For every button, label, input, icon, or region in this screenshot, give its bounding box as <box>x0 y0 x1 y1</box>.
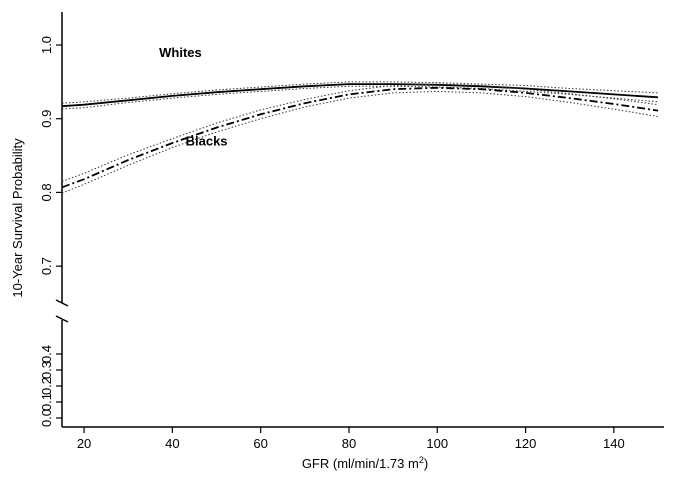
x-tick-label: 40 <box>165 436 179 451</box>
y-tick-label: 0.8 <box>39 183 54 201</box>
line-whites <box>61 83 659 108</box>
ci-lower-blacks <box>61 90 659 194</box>
x-tick-label: 20 <box>77 436 91 451</box>
y-tick-label: 0.7 <box>39 257 54 275</box>
y-tick-label: 1.0 <box>39 36 54 54</box>
x-axis-title: GFR (ml/min/1.73 m2) <box>302 455 428 471</box>
label-whites: Whites <box>159 45 202 60</box>
x-axis-title-close: ) <box>424 456 428 471</box>
y-tick-label: 0.9 <box>39 110 54 128</box>
x-tick-label: 100 <box>426 436 448 451</box>
y-axis-title: 10-Year Survival Probability <box>10 138 25 298</box>
y-tick-label: 0.1 <box>39 393 54 411</box>
ci-upper-blacks <box>61 83 659 182</box>
label-blacks: Blacks <box>186 133 228 148</box>
line-blacks <box>61 86 659 189</box>
y-tick-label: 0.3 <box>39 361 54 379</box>
x-tick-label: 60 <box>253 436 267 451</box>
axis-break-upper <box>55 299 69 307</box>
axis-break-lower <box>55 315 69 323</box>
x-tick-label: 80 <box>342 436 356 451</box>
y-tick-label: 0.0 <box>39 409 54 427</box>
x-tick-label: 140 <box>603 436 625 451</box>
ci-upper-whites <box>61 81 659 104</box>
x-tick-label: 120 <box>515 436 537 451</box>
ci-lower-whites <box>61 85 659 110</box>
y-tick-label: 0.4 <box>39 345 54 363</box>
x-axis-title-sup: 2 <box>419 455 424 465</box>
y-tick-label: 0.2 <box>39 377 54 395</box>
x-axis-title-main: GFR (ml/min/1.73 m <box>302 456 419 471</box>
